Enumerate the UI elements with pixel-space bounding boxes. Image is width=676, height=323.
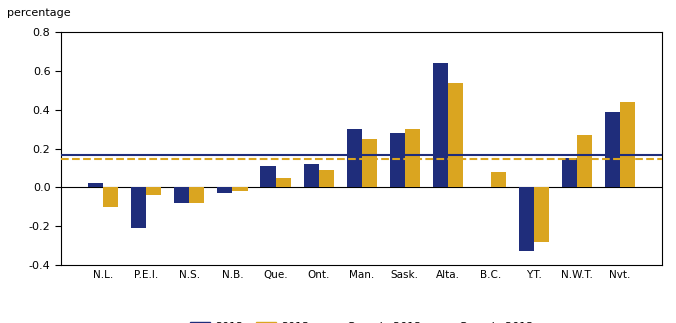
Bar <box>88 183 103 187</box>
Bar <box>577 135 592 187</box>
Bar <box>405 129 420 187</box>
Bar <box>189 187 204 203</box>
Bar <box>174 187 189 203</box>
Bar <box>318 170 334 187</box>
Bar <box>519 187 534 251</box>
Bar <box>347 129 362 187</box>
Bar <box>146 187 162 195</box>
Bar <box>562 158 577 187</box>
Bar <box>389 133 405 187</box>
Bar <box>304 164 318 187</box>
Legend: 2012, 2013, Canada 2012, Canada 2013: 2012, 2013, Canada 2012, Canada 2013 <box>190 322 533 323</box>
Bar <box>218 187 233 193</box>
Bar <box>491 172 506 187</box>
Bar <box>103 187 118 207</box>
Bar <box>448 83 463 187</box>
Bar <box>276 178 291 187</box>
Text: percentage: percentage <box>7 8 70 18</box>
Bar <box>620 102 635 187</box>
Bar <box>605 112 620 187</box>
Bar <box>433 63 448 187</box>
Bar <box>260 166 276 187</box>
Bar <box>362 139 377 187</box>
Bar <box>233 187 247 191</box>
Bar <box>534 187 549 242</box>
Bar <box>131 187 146 228</box>
